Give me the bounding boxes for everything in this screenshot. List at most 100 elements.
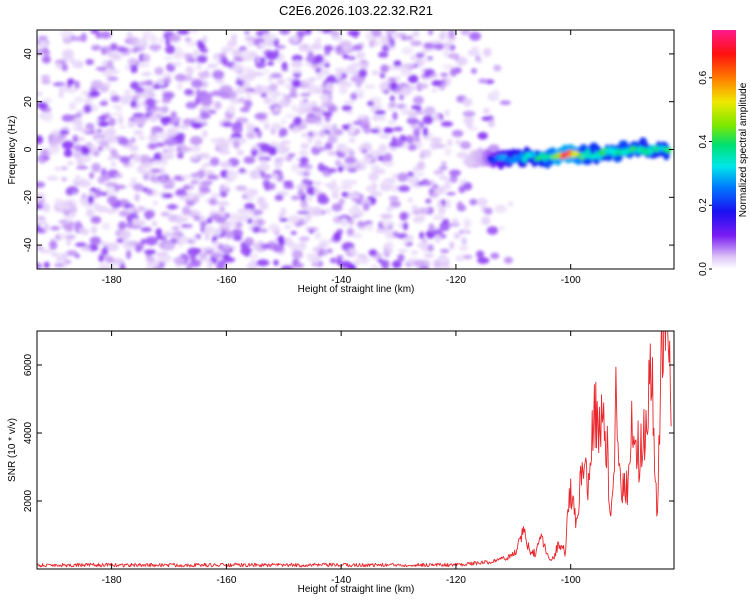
noise-speckle — [296, 183, 308, 190]
noise-speckle — [216, 201, 230, 207]
noise-speckle — [184, 37, 192, 42]
noise-speckle — [334, 129, 344, 135]
colorbar-gradient — [712, 30, 736, 269]
noise-speckle — [63, 263, 69, 268]
noise-speckle — [280, 140, 291, 145]
noise-speckle — [160, 211, 170, 217]
noise-speckle — [49, 240, 58, 250]
noise-speckle — [293, 60, 302, 64]
noise-speckle — [445, 199, 451, 209]
noise-speckle — [424, 149, 431, 158]
noise-speckle — [460, 141, 471, 150]
noise-speckle — [85, 59, 94, 65]
noise-speckle — [180, 146, 193, 152]
noise-speckle — [432, 114, 441, 122]
noise-speckle — [291, 68, 302, 73]
signal-core — [535, 155, 543, 161]
noise-speckle — [458, 245, 469, 252]
noise-speckle — [274, 159, 283, 169]
noise-speckle — [275, 58, 282, 63]
noise-speckle — [432, 214, 445, 221]
noise-speckle — [443, 48, 449, 58]
noise-speckle — [451, 129, 464, 138]
noise-speckle — [197, 169, 205, 179]
noise-speckle — [330, 30, 339, 37]
noise-speckle — [118, 221, 127, 231]
noise-speckle — [235, 221, 243, 229]
noise-speckle — [362, 156, 373, 164]
noise-speckle — [38, 39, 48, 49]
noise-speckle — [341, 46, 353, 51]
noise-speckle — [352, 214, 358, 219]
spectrogram-x-tick-label: -100 — [561, 275, 581, 286]
noise-speckle — [350, 75, 363, 83]
noise-speckle — [207, 260, 213, 269]
noise-speckle — [331, 189, 339, 200]
noise-speckle — [220, 92, 231, 99]
noise-speckle — [271, 122, 282, 131]
noise-speckle — [101, 222, 111, 230]
noise-speckle — [185, 101, 198, 109]
noise-speckle — [74, 80, 80, 89]
noise-speckle — [41, 55, 52, 64]
spectrogram-x-tick-label: -120 — [446, 275, 466, 286]
noise-speckle — [469, 198, 478, 206]
noise-speckle — [42, 203, 51, 213]
noise-speckle — [95, 66, 108, 72]
noise-speckle — [61, 114, 74, 122]
snr-y-ticks: 2000 4000 6000 — [23, 353, 674, 512]
noise-speckle — [449, 174, 458, 183]
noise-speckle — [58, 85, 67, 93]
noise-speckle — [162, 193, 173, 199]
noise-speckle — [380, 213, 393, 219]
noise-speckle — [369, 39, 375, 48]
noise-speckle — [97, 146, 104, 152]
noise-speckle — [462, 117, 475, 124]
snr-x-tick: -120 — [446, 331, 466, 586]
noise-speckle — [113, 184, 127, 190]
noise-speckle — [178, 216, 189, 222]
noise-speckle — [406, 117, 419, 125]
snr-y-tick-label: 2000 — [23, 489, 34, 512]
noise-speckle — [100, 168, 107, 178]
noise-speckle — [507, 201, 514, 207]
noise-speckle — [76, 165, 89, 170]
noise-speckle — [311, 43, 323, 50]
noise-speckle — [106, 127, 117, 136]
noise-speckle — [155, 114, 162, 119]
noise-speckle — [243, 156, 256, 164]
noise-speckle — [110, 161, 117, 168]
noise-speckle — [124, 38, 131, 44]
noise-speckle — [284, 224, 292, 230]
noise-speckle — [68, 102, 76, 111]
noise-speckle — [378, 51, 389, 58]
noise-speckle — [185, 41, 198, 47]
signal-core — [664, 147, 672, 154]
noise-speckle — [491, 89, 500, 98]
noise-speckle — [460, 30, 471, 36]
noise-speckle — [280, 207, 287, 217]
colorbar-tick: 0.6 — [698, 70, 712, 85]
noise-speckle — [139, 81, 152, 86]
colorbar-ticks: 0.0 0.2 0.4 0.6 — [698, 70, 712, 276]
noise-speckle — [290, 35, 300, 43]
noise-speckle — [287, 214, 300, 224]
noise-speckle — [38, 218, 46, 226]
noise-speckle — [96, 205, 109, 213]
noise-speckle — [423, 181, 432, 186]
noise-speckle — [241, 81, 251, 90]
noise-speckle — [98, 263, 111, 269]
spectrogram-x-tick-label: -160 — [216, 275, 236, 286]
noise-speckle — [273, 106, 280, 112]
noise-speckle — [220, 46, 234, 52]
noise-speckle — [428, 30, 434, 36]
spectrogram-heatmap — [37, 30, 672, 269]
noise-speckle — [162, 91, 175, 100]
noise-speckle — [171, 62, 182, 67]
noise-speckle — [210, 193, 221, 198]
noise-speckle — [230, 133, 243, 140]
noise-speckle — [226, 40, 238, 48]
noise-speckle — [386, 206, 393, 212]
noise-speckle — [289, 242, 299, 251]
noise-speckle — [379, 134, 391, 139]
